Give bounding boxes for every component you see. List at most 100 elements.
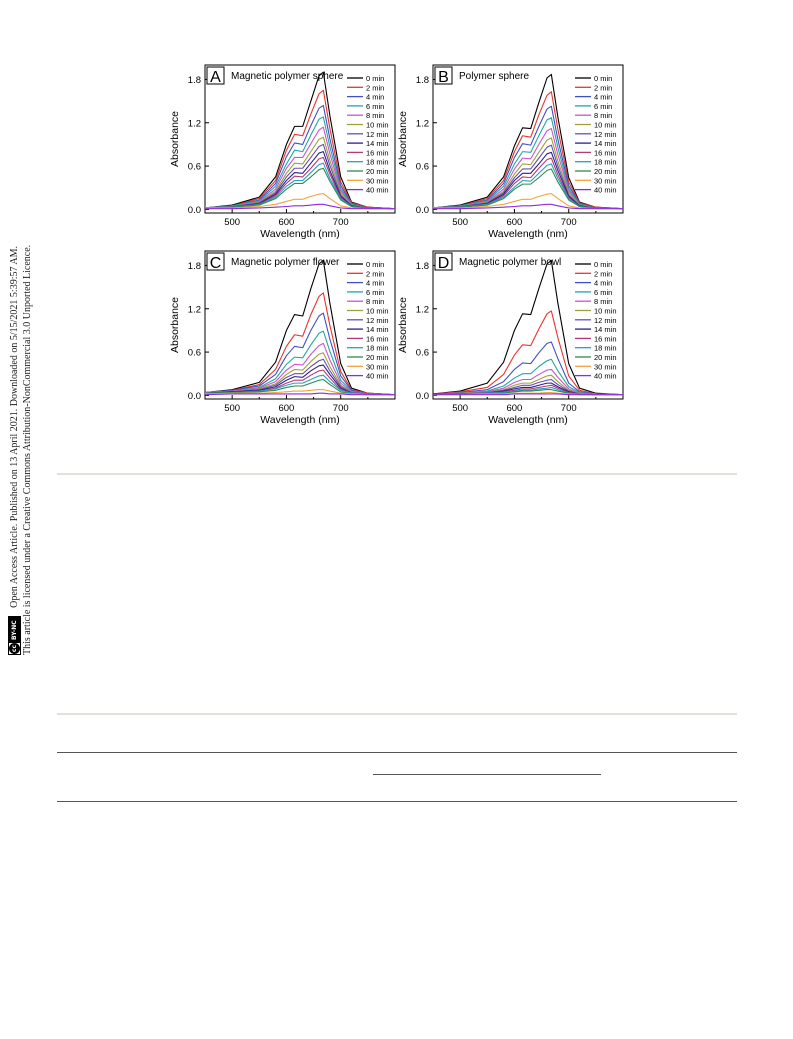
series-line-6-min: [432, 358, 624, 396]
legend-label: 6 min: [594, 102, 612, 111]
legend-label: 40 min: [366, 186, 389, 195]
legend-label: 20 min: [594, 353, 617, 362]
panel-letter: D: [438, 255, 450, 272]
x-tick-label: 700: [333, 217, 349, 228]
series-line-18-min: [204, 374, 396, 396]
legend-label: 8 min: [594, 297, 612, 306]
legend-label: 12 min: [366, 130, 389, 139]
y-tick-label: 0.0: [416, 205, 429, 216]
series-line-8-min: [204, 342, 396, 396]
x-axis-label: Wavelength (nm): [260, 414, 340, 426]
plot-frame: [204, 64, 396, 214]
series-line-40-min: [204, 392, 395, 396]
series-line-10-min: [432, 137, 624, 210]
legend-label: 12 min: [594, 130, 617, 139]
legend-label: 0 min: [594, 74, 612, 83]
legend-label: 16 min: [594, 334, 617, 343]
side-notice-line1: cc BY-NC Open Access Article. Published …: [8, 245, 22, 655]
y-axis-label: Absorbance: [397, 297, 409, 353]
series-line-0-min: [432, 73, 624, 210]
legend-label: 18 min: [366, 158, 389, 167]
y-tick-label: 0.6: [416, 162, 429, 173]
series-line-2-min: [204, 292, 396, 396]
y-tick-label: 0.0: [416, 391, 429, 402]
x-tick-label: 600: [278, 403, 294, 414]
legend-label: 18 min: [594, 344, 617, 353]
series-line-2-min: [432, 310, 624, 396]
panel-title: Magnetic polymer bowl: [459, 257, 561, 268]
legend-label: 30 min: [366, 362, 389, 371]
x-axis-label: Wavelength (nm): [260, 228, 340, 240]
panel-letter: C: [210, 255, 222, 272]
series-line-4-min: [432, 341, 624, 396]
legend-label: 14 min: [594, 325, 617, 334]
series-line-40-min: [433, 203, 623, 210]
panel-letter-box: [206, 66, 225, 85]
side-notice: cc BY-NC Open Access Article. Published …: [8, 245, 34, 655]
x-tick-label: 500: [224, 403, 240, 414]
y-tick-label: 1.2: [416, 118, 429, 129]
x-tick-label: 700: [561, 217, 577, 228]
y-tick-label: 0.6: [416, 348, 429, 359]
series-line-30-min: [205, 192, 395, 210]
legend-label: 4 min: [366, 93, 384, 102]
y-tick-label: 1.2: [188, 118, 201, 129]
legend-label: 0 min: [366, 74, 384, 83]
y-tick-label: 0.6: [188, 162, 201, 173]
legend-label: 30 min: [366, 176, 389, 185]
legend-label: 10 min: [594, 307, 617, 316]
legend-label: 10 min: [366, 307, 389, 316]
table-top-rule: [57, 752, 737, 753]
legend-label: 2 min: [594, 83, 612, 92]
series-line-4-min: [204, 104, 396, 210]
legend-label: 20 min: [366, 353, 389, 362]
panel-title: Magnetic polymer sphere: [231, 71, 344, 82]
cc-license-badge[interactable]: cc BY-NC: [8, 616, 22, 655]
legend-label: 18 min: [366, 344, 389, 353]
series-line-2-min: [204, 89, 396, 210]
legend-label: 16 min: [594, 148, 617, 157]
table-header-rule: [57, 801, 737, 802]
plot-frame: [432, 250, 624, 400]
y-axis-label: Absorbance: [169, 297, 181, 353]
legend-label: 40 min: [366, 372, 389, 381]
y-axis-label: Absorbance: [169, 111, 181, 167]
legend-label: 30 min: [594, 176, 617, 185]
legend-label: 14 min: [594, 139, 617, 148]
legend-label: 8 min: [366, 111, 384, 120]
series-line-2-min: [432, 91, 624, 210]
y-tick-label: 0.0: [188, 391, 201, 402]
legend-label: 30 min: [594, 362, 617, 371]
legend-label: 2 min: [594, 269, 612, 278]
legend-label: 2 min: [366, 269, 384, 278]
series-line-6-min: [432, 117, 624, 210]
y-tick-label: 0.0: [188, 205, 201, 216]
legend-label: 6 min: [366, 288, 384, 297]
series-line-20-min: [432, 168, 624, 210]
legend-label: 12 min: [366, 316, 389, 325]
x-axis-label: Wavelength (nm): [488, 414, 568, 426]
legend-label: 8 min: [594, 111, 612, 120]
panel-title: Polymer sphere: [459, 71, 529, 82]
legend-label: 0 min: [594, 260, 612, 269]
series-line-14-min: [432, 151, 624, 210]
series-line-0-min: [204, 71, 396, 210]
x-tick-label: 600: [278, 217, 294, 228]
y-tick-label: 1.8: [188, 75, 201, 86]
series-line-0-min: [432, 259, 624, 396]
y-tick-label: 1.8: [188, 261, 201, 272]
legend-label: 0 min: [366, 260, 384, 269]
series-line-12-min: [204, 358, 396, 396]
legend-label: 20 min: [594, 167, 617, 176]
legend-label: 8 min: [366, 297, 384, 306]
series-line-30-min: [204, 389, 395, 396]
section-divider-top: [57, 473, 737, 475]
panel-title: Magnetic polymer flower: [231, 257, 340, 268]
